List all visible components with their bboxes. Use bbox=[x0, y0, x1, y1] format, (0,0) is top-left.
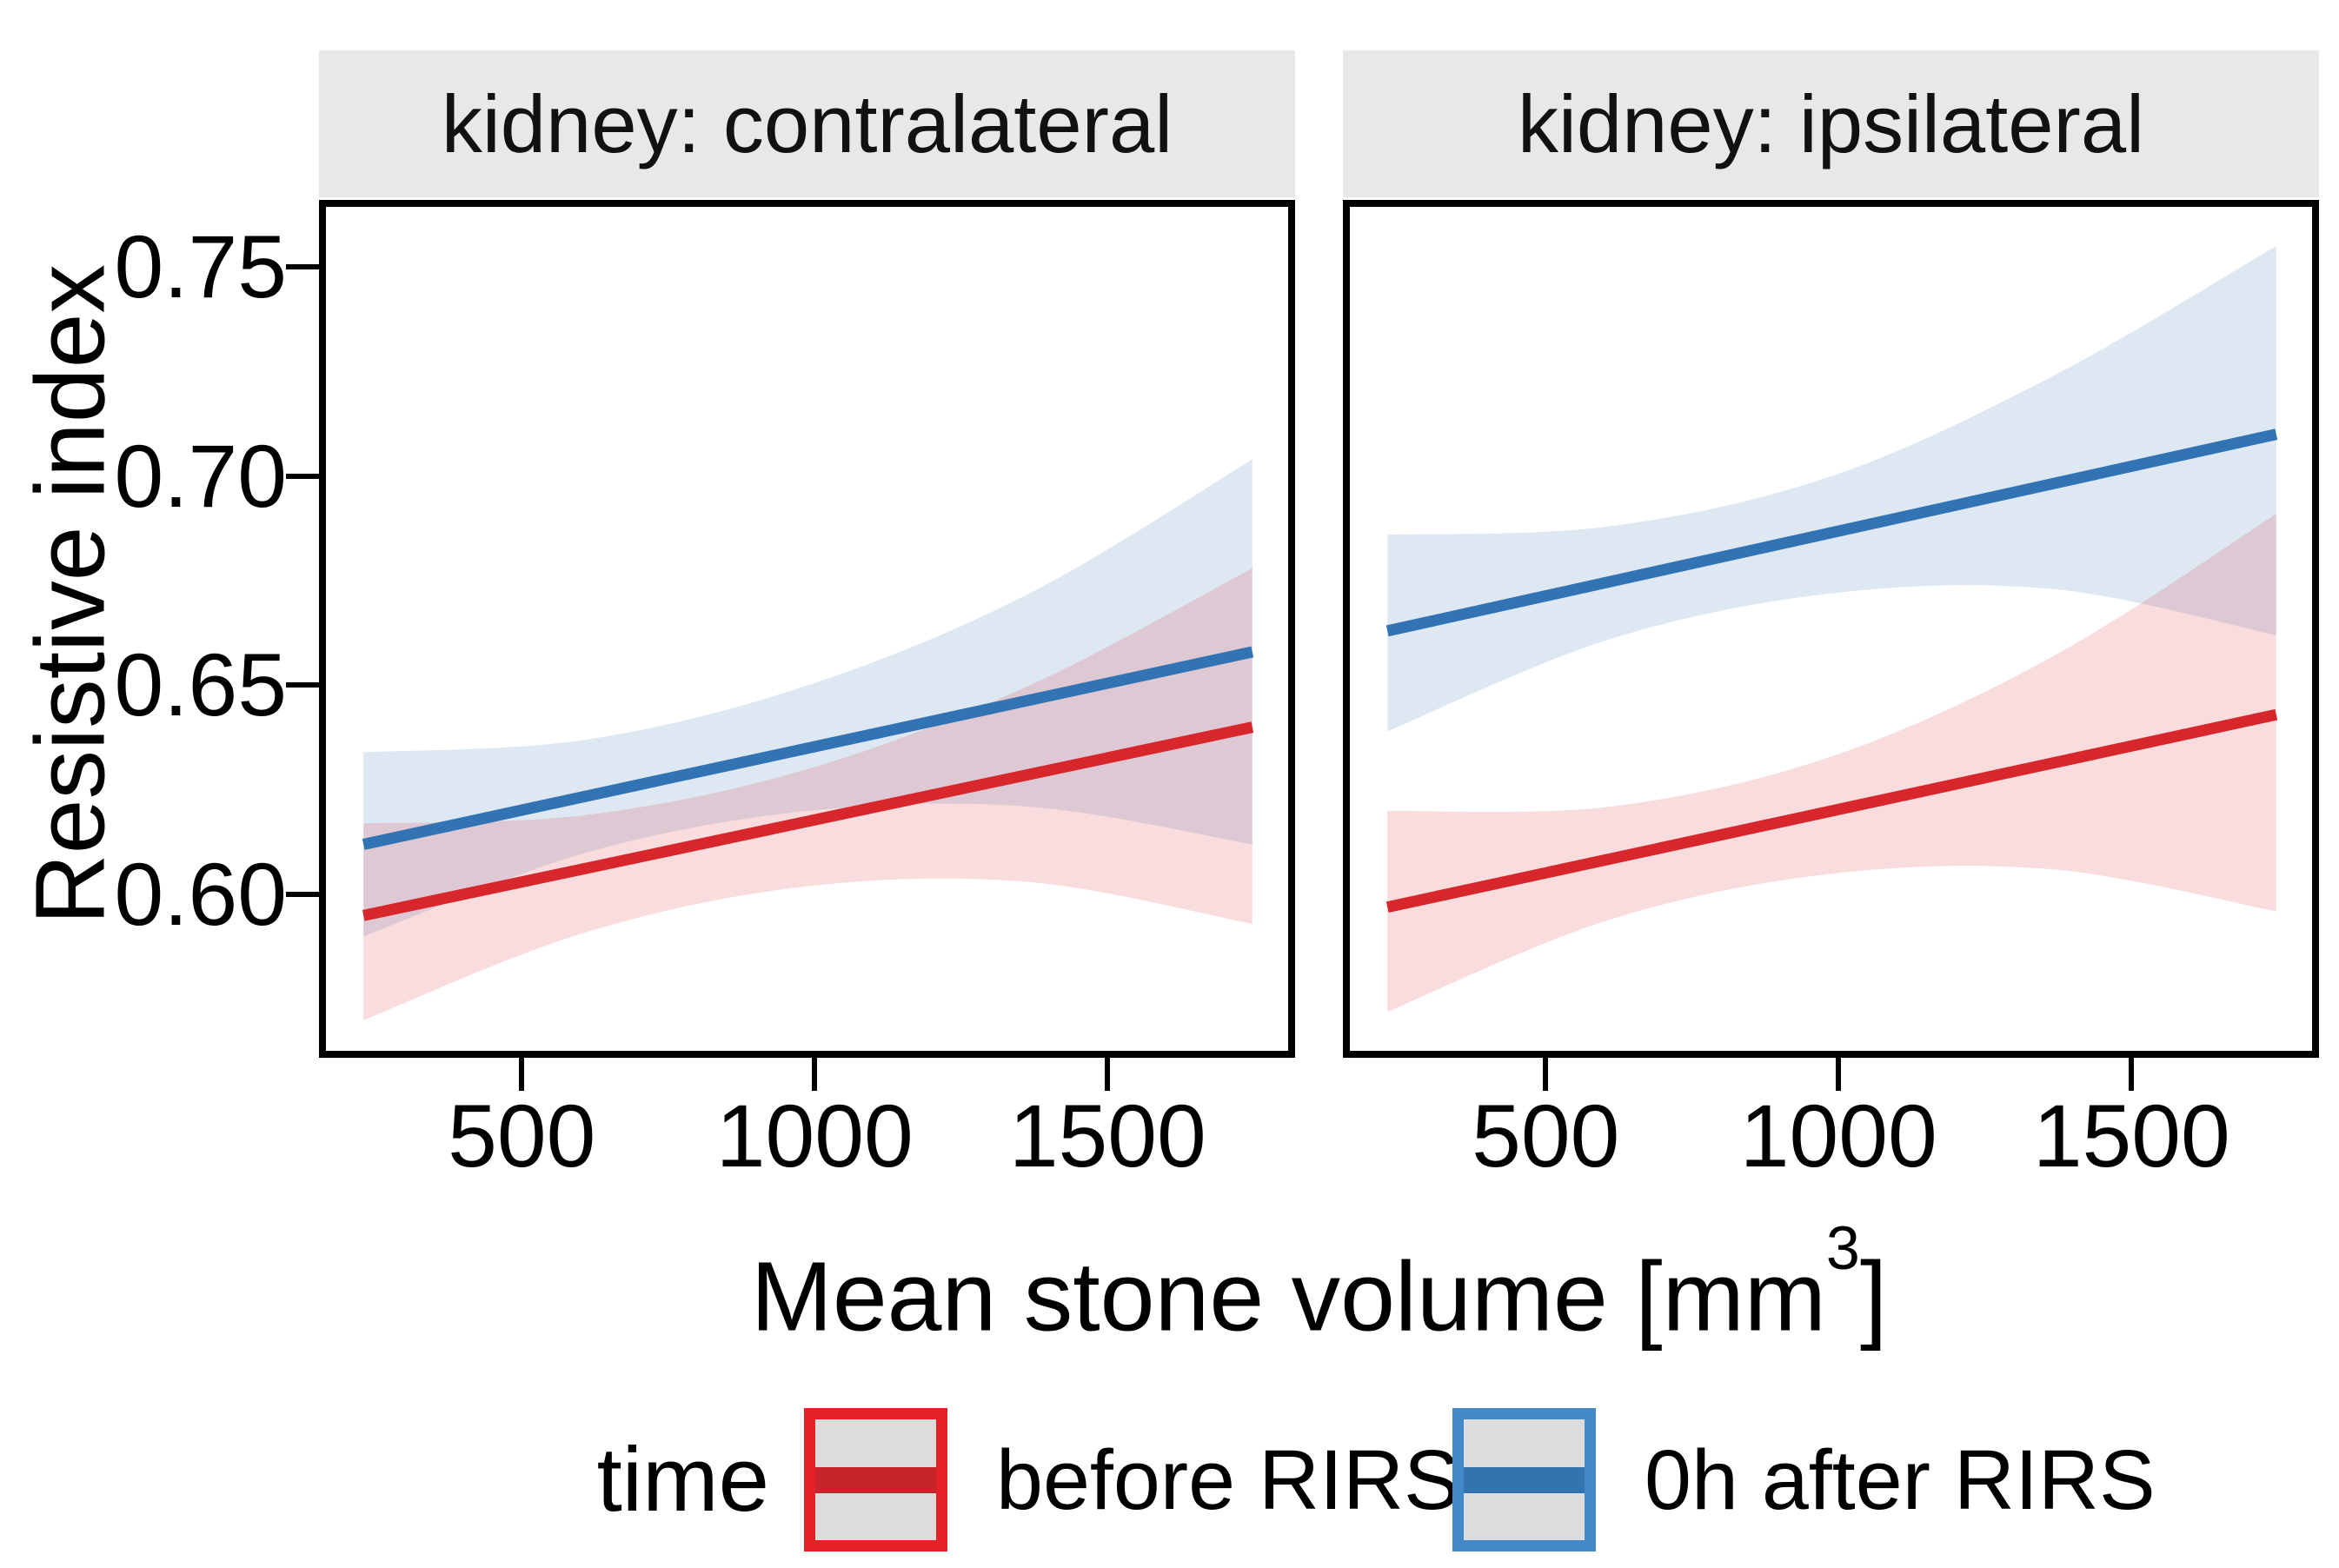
regression-line bbox=[362, 646, 1254, 850]
y-axis-tick-label: 0.60 bbox=[114, 845, 287, 945]
x-axis-tick-label: 1500 bbox=[2032, 1086, 2230, 1186]
y-axis-tick bbox=[286, 473, 319, 479]
x-axis-tick bbox=[1105, 1058, 1111, 1091]
x-axis-tick-label: 1000 bbox=[1739, 1086, 1937, 1186]
x-axis-tick bbox=[1543, 1058, 1549, 1091]
y-axis-tick-label: 0.65 bbox=[114, 635, 287, 735]
x-axis-title-suffix: ] bbox=[1859, 1241, 1888, 1352]
panel-border bbox=[1343, 200, 2319, 1058]
y-axis-title: Resistive index bbox=[15, 264, 125, 925]
x-axis-tick bbox=[812, 1058, 818, 1091]
legend-key-after-rirs bbox=[1452, 1408, 1596, 1551]
x-axis-tick-label: 1500 bbox=[1008, 1086, 1206, 1186]
x-axis-title-text: Mean stone volume [mm bbox=[750, 1241, 1826, 1352]
legend-key-line-red bbox=[815, 1466, 936, 1493]
legend-title: time bbox=[596, 1429, 769, 1531]
x-axis-tick bbox=[1836, 1058, 1842, 1091]
plot-panel-ipsilateral bbox=[1343, 200, 2319, 1058]
y-axis-tick-label: 0.75 bbox=[114, 217, 287, 317]
x-axis-tick-label: 500 bbox=[448, 1086, 596, 1186]
plot-panel-contralateral bbox=[319, 200, 1295, 1058]
legend-label-before-rirs: before RIRS bbox=[996, 1432, 1460, 1527]
regression-line bbox=[362, 721, 1254, 921]
x-axis-tick-label: 500 bbox=[1472, 1086, 1620, 1186]
facet-strip-ipsilateral: kidney: ipsilateral bbox=[1343, 50, 2319, 197]
y-axis-tick-label: 0.70 bbox=[114, 426, 287, 526]
x-axis-title-superscript: 3 bbox=[1825, 1214, 1860, 1283]
y-axis-tick bbox=[286, 892, 319, 898]
x-axis-tick-label: 1000 bbox=[715, 1086, 914, 1186]
confidence-ribbon bbox=[363, 459, 1253, 937]
y-axis-tick bbox=[286, 264, 319, 270]
x-axis-title: Mean stone volume [mm3] bbox=[319, 1214, 2319, 1358]
y-axis-tick bbox=[286, 682, 319, 688]
facet-strip-label: kidney: ipsilateral bbox=[1517, 77, 2145, 169]
x-axis-tick bbox=[519, 1058, 525, 1091]
legend-key-before-rirs bbox=[804, 1408, 947, 1551]
confidence-ribbon bbox=[1387, 514, 2276, 1012]
confidence-ribbon bbox=[1387, 246, 2276, 732]
legend-key-line-blue bbox=[1464, 1466, 1585, 1493]
confidence-ribbon bbox=[363, 568, 1253, 1020]
panel-border bbox=[319, 200, 1295, 1058]
legend-label-after-rirs: 0h after RIRS bbox=[1645, 1432, 2156, 1527]
x-axis-tick bbox=[2129, 1058, 2135, 1091]
facet-strip-contralateral: kidney: contralateral bbox=[319, 50, 1295, 197]
regression-line bbox=[1385, 429, 2278, 637]
facet-strip-label: kidney: contralateral bbox=[441, 77, 1173, 169]
regression-line bbox=[1385, 708, 2278, 914]
